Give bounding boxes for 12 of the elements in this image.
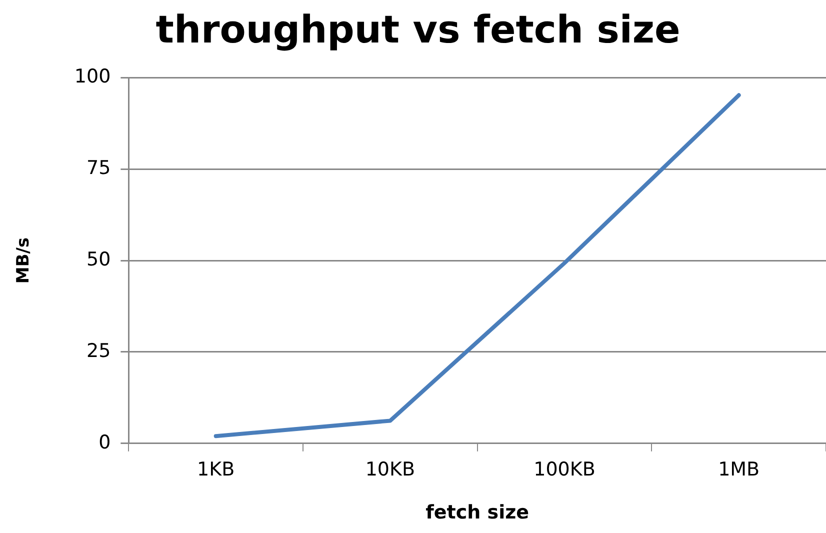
x-tick-label: 1MB (718, 458, 760, 481)
chart-title: throughput vs fetch size (156, 8, 680, 52)
y-tick-label: 0 (98, 431, 111, 454)
y-tick-label: 25 (86, 340, 111, 362)
x-axis-title: fetch size (426, 502, 530, 524)
y-tick-label: 100 (74, 66, 111, 88)
x-tick-label: 1KB (197, 458, 235, 481)
y-tick-label: 50 (86, 248, 111, 270)
x-tick-label: 10KB (365, 458, 415, 481)
y-tick-label: 75 (86, 156, 111, 179)
y-axis-title: MB/s (14, 237, 34, 284)
x-tick-label: 100KB (534, 458, 596, 481)
